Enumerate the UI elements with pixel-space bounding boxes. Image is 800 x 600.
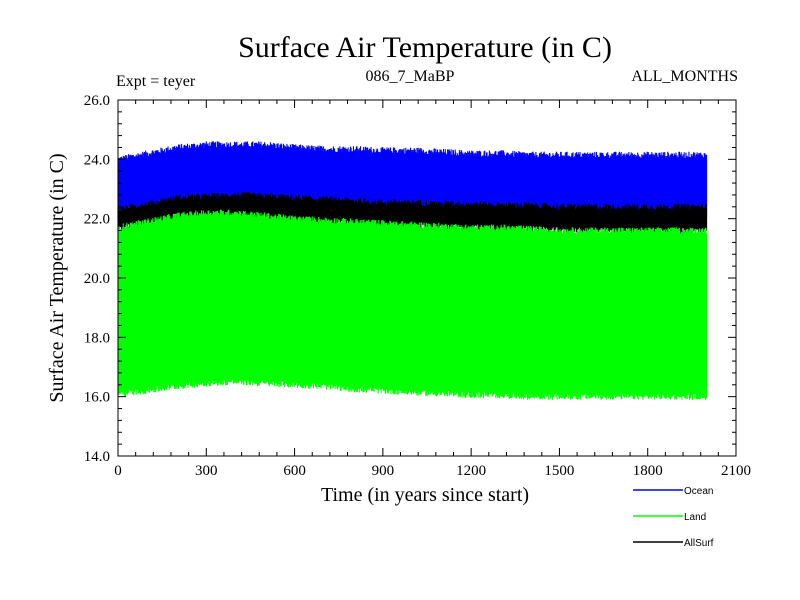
x-tick-label: 300 xyxy=(195,463,218,479)
x-tick-label: 2100 xyxy=(721,463,751,479)
legend-label-ocean: Ocean xyxy=(684,486,713,497)
subtitle-right: ALL_MONTHS xyxy=(631,68,738,85)
x-tick-label: 0 xyxy=(114,463,122,479)
legend-label-land: Land xyxy=(684,512,706,523)
chart-title: Surface Air Temperature (in C) xyxy=(238,31,612,64)
y-tick-label: 16.0 xyxy=(84,390,110,406)
x-tick-label: 1800 xyxy=(633,463,663,479)
subtitle-left: Expt = teyer xyxy=(116,73,196,90)
legend-label-allsurf: AllSurf xyxy=(684,538,714,549)
x-tick-label: 900 xyxy=(372,463,395,479)
series-layer xyxy=(117,141,708,400)
x-tick-label: 600 xyxy=(283,463,306,479)
tick-layer: 0 300 600 900 1200 1500 1800 2100 14.0 16.0 18.0 20… xyxy=(84,93,751,479)
series-land xyxy=(117,209,708,400)
y-tick-label: 14.0 xyxy=(84,449,110,465)
x-tick-label: 1500 xyxy=(544,463,574,479)
x-tick-label: 1200 xyxy=(456,463,486,479)
y-tick-label: 22.0 xyxy=(84,212,110,228)
y-axis-label: Surface Air Temperature (in C) xyxy=(46,153,68,402)
y-tick-label: 18.0 xyxy=(84,330,110,346)
subtitle-center: 086_7_MaBP xyxy=(366,68,455,85)
y-tick-label: 26.0 xyxy=(84,93,110,109)
legend: Ocean Land AllSurf xyxy=(633,486,714,549)
y-tick-label: 20.0 xyxy=(84,271,110,287)
y-tick-label: 24.0 xyxy=(84,152,110,168)
x-axis-label: Time (in years since start) xyxy=(321,484,529,506)
